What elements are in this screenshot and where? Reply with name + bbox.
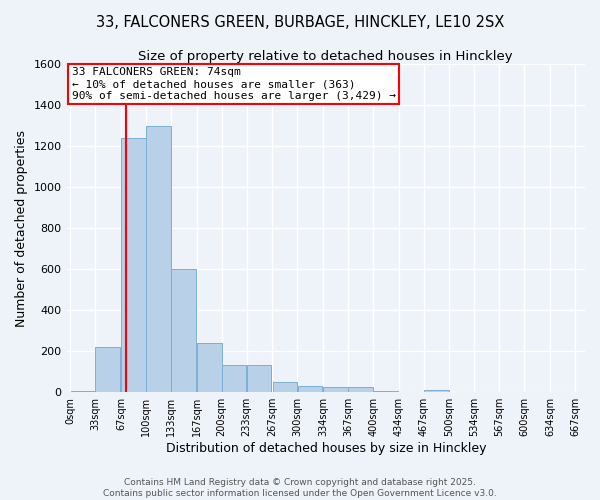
Bar	[247, 364, 271, 392]
Bar	[222, 364, 247, 392]
Text: Contains HM Land Registry data © Crown copyright and database right 2025.
Contai: Contains HM Land Registry data © Crown c…	[103, 478, 497, 498]
Bar	[323, 387, 348, 392]
Text: 33 FALCONERS GREEN: 74sqm
← 10% of detached houses are smaller (363)
90% of semi: 33 FALCONERS GREEN: 74sqm ← 10% of detac…	[72, 68, 396, 100]
Y-axis label: Number of detached properties: Number of detached properties	[15, 130, 28, 326]
Bar	[373, 391, 398, 392]
Bar	[171, 269, 196, 392]
Bar	[348, 387, 373, 392]
Title: Size of property relative to detached houses in Hinckley: Size of property relative to detached ho…	[139, 50, 513, 63]
Bar	[272, 382, 297, 392]
Bar	[197, 343, 221, 392]
Text: 33, FALCONERS GREEN, BURBAGE, HINCKLEY, LE10 2SX: 33, FALCONERS GREEN, BURBAGE, HINCKLEY, …	[96, 15, 504, 30]
Bar	[71, 391, 95, 392]
Bar	[146, 126, 171, 392]
Bar	[95, 347, 120, 392]
X-axis label: Distribution of detached houses by size in Hinckley: Distribution of detached houses by size …	[166, 442, 486, 455]
Bar	[121, 138, 146, 392]
Bar	[298, 386, 322, 392]
Bar	[424, 390, 449, 392]
